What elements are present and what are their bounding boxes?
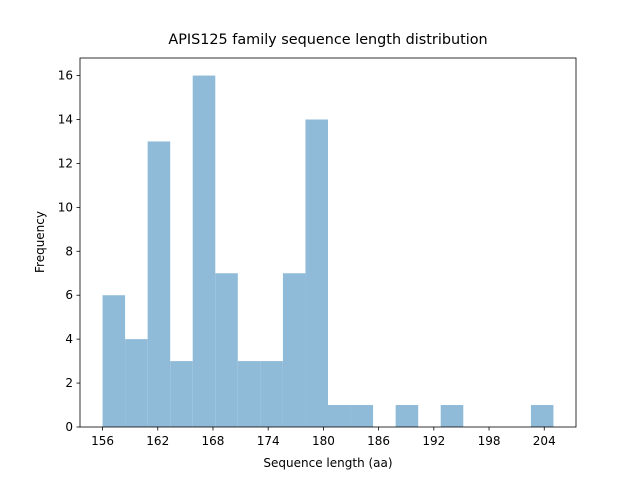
y-tick-label: 8 [65,244,73,258]
x-tick-label: 180 [312,434,335,448]
x-axis-label: Sequence length (aa) [263,456,392,470]
plot-frame [79,57,577,428]
bar [530,405,554,427]
y-tick-label: 6 [65,288,73,302]
x-tick-label: 174 [257,434,280,448]
bar [192,75,216,428]
y-tick-label: 4 [65,332,73,346]
chart-title: APIS125 family sequence length distribut… [168,32,487,48]
x-tick-label: 162 [146,434,169,448]
y-tick-label: 10 [58,200,73,214]
bar [395,405,419,427]
bar [147,141,171,427]
bar [260,361,283,427]
bar [305,119,328,427]
y-tick-label: 0 [65,420,73,434]
bar [440,405,464,427]
y-tick-label: 12 [58,156,73,170]
bar [350,405,374,427]
y-tick-label: 16 [58,69,73,83]
x-tick-label: 198 [478,434,501,448]
x-tick-label: 156 [91,434,114,448]
bar [328,405,351,427]
y-tick-label: 2 [65,376,73,390]
bar [102,295,126,427]
bar [282,273,306,427]
y-tick-label: 14 [58,113,73,127]
x-tick-label: 168 [202,434,225,448]
x-tick-label: 186 [367,434,390,448]
bar [237,361,261,427]
bar [125,339,148,427]
y-axis-label: Frequency [33,211,47,273]
bar [170,361,193,427]
x-tick-label: 192 [422,434,445,448]
x-tick-label: 204 [533,434,556,448]
bar [215,273,238,427]
